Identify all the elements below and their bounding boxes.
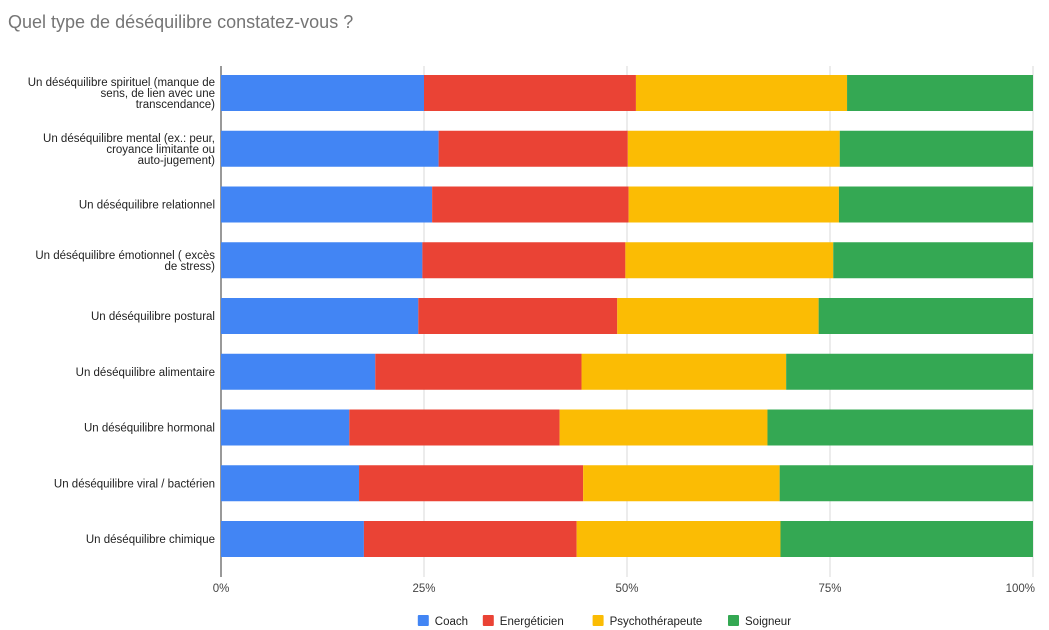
category-label: Un déséquilibre mental (ex.: peur, croyan…: [43, 133, 215, 167]
bar-segment: [349, 409, 560, 446]
bar-segment: [767, 409, 1033, 446]
bar-segment: [221, 242, 423, 279]
bar-segment: [779, 465, 1033, 502]
chart-title: Quel type de déséquilibre constatez-vous…: [8, 12, 354, 32]
legend-item: Soigneur: [728, 615, 791, 628]
bar-segment: [221, 130, 439, 167]
bar-segment: [628, 186, 839, 223]
bars-layer: [221, 75, 1033, 557]
legend-label: Energéticien: [500, 616, 564, 628]
bar-segment: [363, 521, 577, 557]
bar-segment: [221, 186, 433, 223]
bar-segment: [375, 353, 582, 390]
bar-segment: [581, 353, 787, 390]
bar-segment: [847, 75, 1033, 111]
bar-segment: [583, 465, 780, 502]
bar-segment: [838, 186, 1033, 223]
bar-segment: [576, 521, 781, 557]
category-label: Un déséquilibre postural: [91, 311, 215, 323]
bar-segment: [221, 409, 350, 446]
bar-segment: [833, 242, 1033, 279]
legend-item: Psychothérapeute: [592, 615, 703, 628]
bar-segment: [438, 130, 628, 167]
bar-segment: [786, 353, 1033, 390]
legend-swatch: [728, 615, 739, 626]
bar-segment: [221, 353, 376, 390]
category-label: Un déséquilibre relationnel: [79, 200, 215, 212]
x-tick-label: 0%: [213, 583, 230, 595]
x-tick-label: 50%: [615, 583, 638, 595]
bar-segment: [625, 242, 834, 279]
bar-segment: [418, 298, 618, 334]
legend-label: Coach: [435, 616, 468, 628]
bar-segment: [617, 298, 819, 334]
bar-segment: [424, 75, 636, 111]
legend: Coach Energéticien Psychothérapeute Soigneu…: [417, 615, 791, 628]
bar-segment: [422, 242, 626, 279]
x-tick-label: 75%: [818, 583, 841, 595]
category-labels: Un déséquilibre spirituel (manque de sens…: [28, 77, 216, 546]
x-tick-label: 100%: [1006, 583, 1035, 595]
legend-item: Coach: [417, 615, 468, 628]
x-tick-label: 25%: [412, 583, 435, 595]
bar-segment: [221, 298, 419, 334]
bar-segment: [818, 298, 1033, 334]
category-label: Un déséquilibre émotionnel ( excès de str…: [35, 250, 215, 273]
legend-label: Soigneur: [745, 616, 791, 628]
category-label: Un déséquilibre chimique: [86, 534, 215, 546]
bar-segment: [221, 521, 364, 557]
legend-swatch: [482, 615, 494, 626]
legend-item: Energéticien: [482, 615, 564, 628]
category-label: Un déséquilibre viral / bactérien: [54, 478, 215, 490]
legend-label: Psychothérapeute: [610, 616, 703, 628]
bar-segment: [839, 130, 1033, 167]
x-axis-ticks: 0% 25% 50% 75% 100%: [213, 583, 1035, 595]
bar-segment: [221, 465, 360, 502]
bar-segment: [559, 409, 768, 446]
category-label: Un déséquilibre spirituel (manque de sens…: [28, 77, 215, 111]
bar-segment: [359, 465, 584, 502]
bar-segment: [635, 75, 848, 111]
legend-swatch: [592, 615, 604, 626]
bar-segment: [221, 75, 424, 111]
legend-swatch: [417, 615, 429, 626]
bar-segment: [432, 186, 629, 223]
category-label: Un déséquilibre alimentaire: [76, 367, 215, 379]
bar-segment: [627, 130, 840, 167]
bar-segment: [780, 521, 1033, 557]
category-label: Un déséquilibre hormonal: [84, 423, 215, 435]
